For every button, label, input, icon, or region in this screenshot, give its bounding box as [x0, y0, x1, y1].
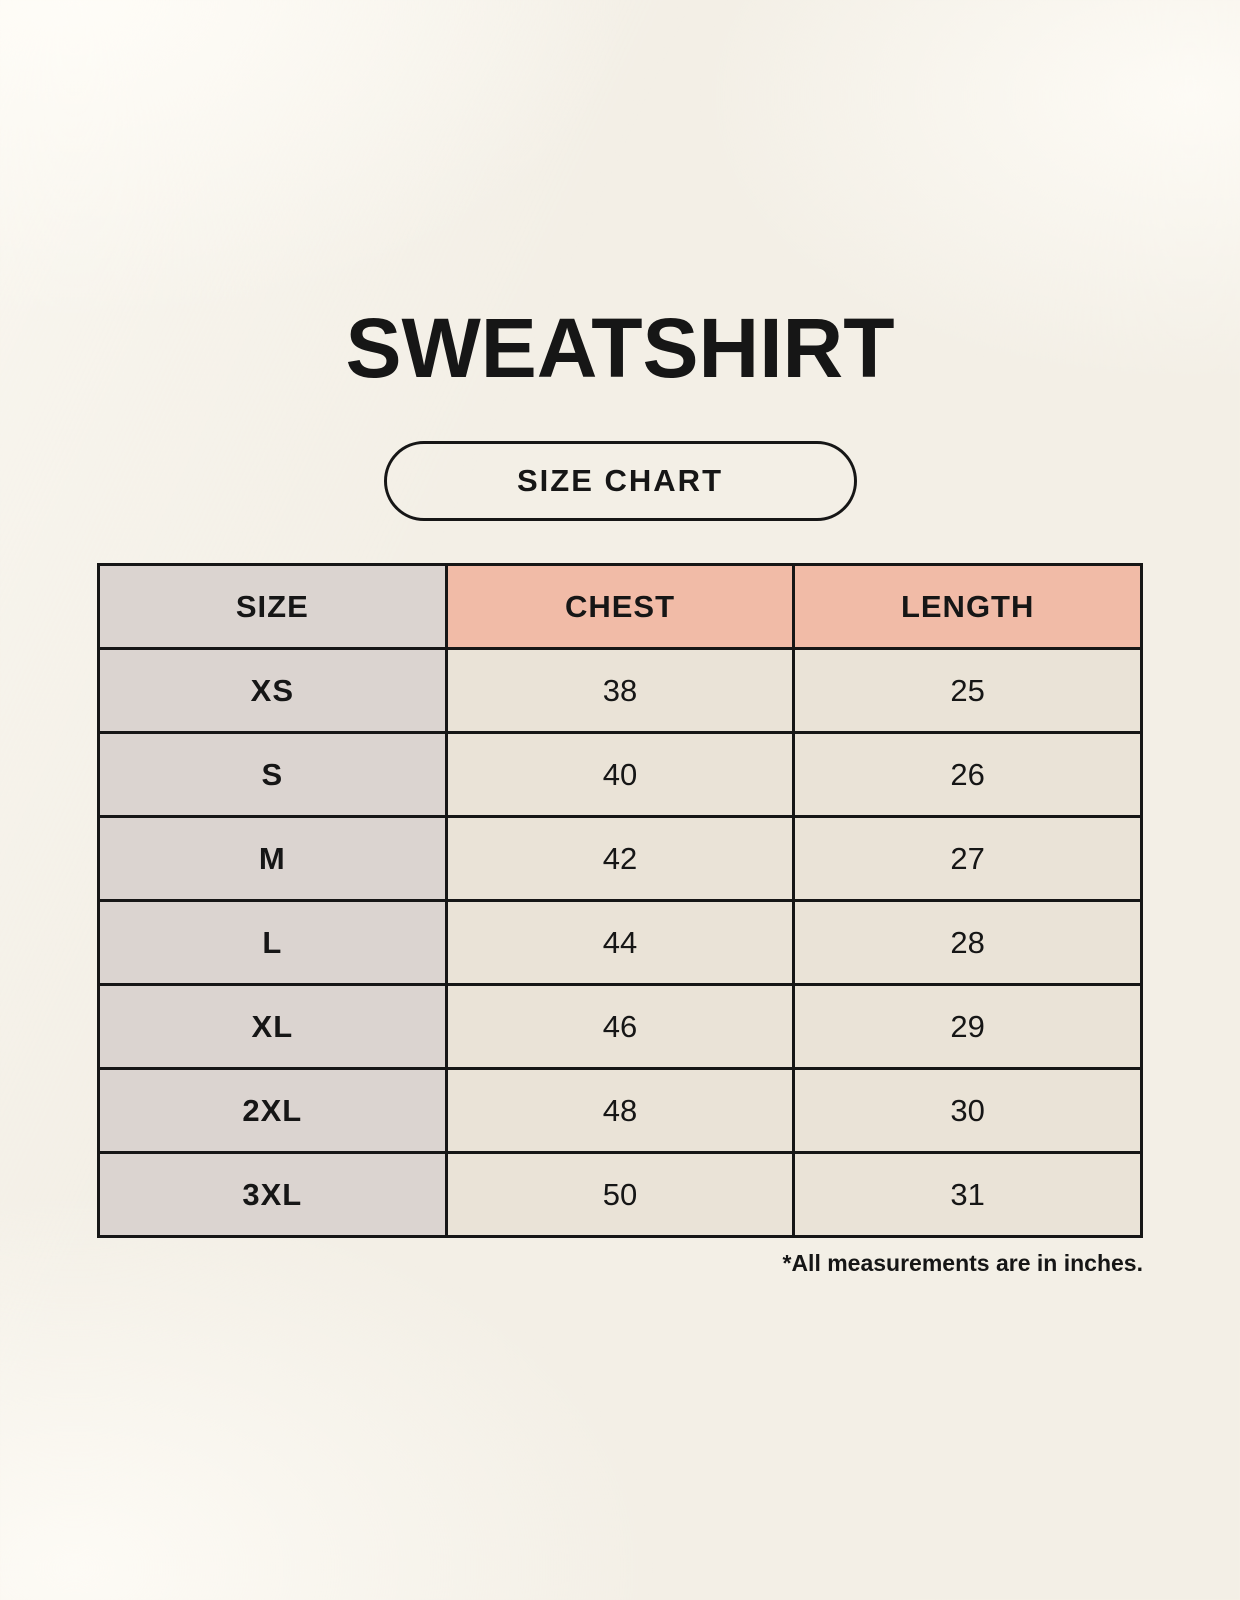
cell-length: 28 [792, 899, 1143, 986]
cell-length: 25 [792, 647, 1143, 734]
cell-size: L [97, 899, 448, 986]
cell-chest: 38 [444, 647, 796, 734]
measurement-unit-note: *All measurements are in inches. [782, 1250, 1144, 1276]
table-row: XL 46 29 [97, 983, 1143, 1070]
cell-length: 30 [792, 1067, 1143, 1154]
cell-chest: 42 [444, 815, 796, 902]
cell-size: XL [97, 983, 448, 1070]
size-chart-badge[interactable]: SIZE CHART [383, 441, 857, 521]
table-row: 3XL 50 31 [97, 1151, 1143, 1238]
cell-chest: 40 [444, 731, 796, 818]
col-header-size: SIZE [97, 563, 448, 650]
col-header-length: LENGTH [792, 563, 1143, 650]
size-table-container: SIZE CHEST LENGTH XS 38 25 S 40 26 M 42 … [97, 563, 1143, 1238]
cell-size: XS [97, 647, 448, 734]
cell-chest: 44 [444, 899, 796, 986]
table-row: M 42 27 [97, 815, 1143, 902]
cell-size: 3XL [97, 1151, 448, 1238]
header-row: SIZE CHEST LENGTH [97, 563, 1143, 650]
cell-length: 29 [792, 983, 1143, 1070]
cell-size: M [97, 815, 448, 902]
size-table: SIZE CHEST LENGTH XS 38 25 S 40 26 M 42 … [97, 563, 1143, 1238]
cell-length: 31 [792, 1151, 1143, 1238]
table-row: L 44 28 [97, 899, 1143, 986]
col-header-chest: CHEST [444, 563, 796, 650]
cell-size: 2XL [97, 1067, 448, 1154]
cell-chest: 50 [444, 1151, 796, 1238]
cell-chest: 46 [444, 983, 796, 1070]
cell-chest: 48 [444, 1067, 796, 1154]
size-chart-badge-label: SIZE CHART [517, 463, 723, 498]
cell-length: 27 [792, 815, 1143, 902]
table-row: S 40 26 [97, 731, 1143, 818]
table-row: XS 38 25 [97, 647, 1143, 734]
table-row: 2XL 48 30 [97, 1067, 1143, 1154]
cell-size: S [97, 731, 448, 818]
cell-length: 26 [792, 731, 1143, 818]
page-title: SWEATSHIRT [345, 301, 895, 395]
